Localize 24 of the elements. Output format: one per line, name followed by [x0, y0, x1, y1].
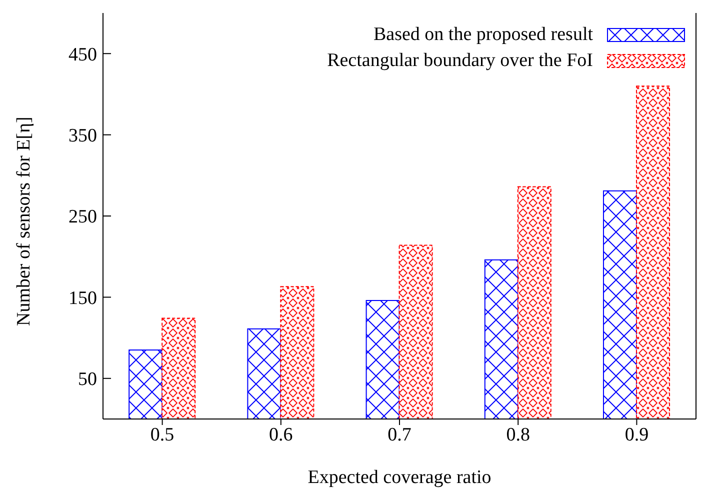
- bar: [162, 318, 196, 419]
- bar: [280, 286, 314, 419]
- legend-label: Rectangular boundary over the FoI: [327, 50, 593, 72]
- bar: [398, 244, 433, 419]
- x-tick-label: 0.5: [150, 424, 174, 446]
- y-tick-label: 250: [68, 206, 97, 228]
- x-tick-label: 0.8: [506, 424, 530, 446]
- bar: [128, 349, 163, 419]
- x-tick-label: 0.7: [388, 424, 412, 446]
- y-tick-label: 450: [68, 44, 97, 66]
- bar: [247, 328, 282, 419]
- x-tick-label: 0.9: [624, 424, 649, 446]
- bar: [484, 259, 518, 419]
- bar: [602, 190, 637, 419]
- y-tick-label: 150: [68, 288, 97, 309]
- y-axis-title: Number of sensors for E[η]: [14, 116, 35, 326]
- legend-label: Based on the proposed result: [373, 24, 593, 46]
- bar: [366, 300, 400, 419]
- y-tick-label: 50: [78, 369, 97, 390]
- bar: [517, 186, 552, 419]
- bar: [636, 86, 670, 419]
- x-axis-title: Expected coverage ratio: [308, 467, 492, 488]
- x-tick-label: 0.6: [269, 424, 293, 446]
- y-tick-label: 350: [68, 126, 97, 147]
